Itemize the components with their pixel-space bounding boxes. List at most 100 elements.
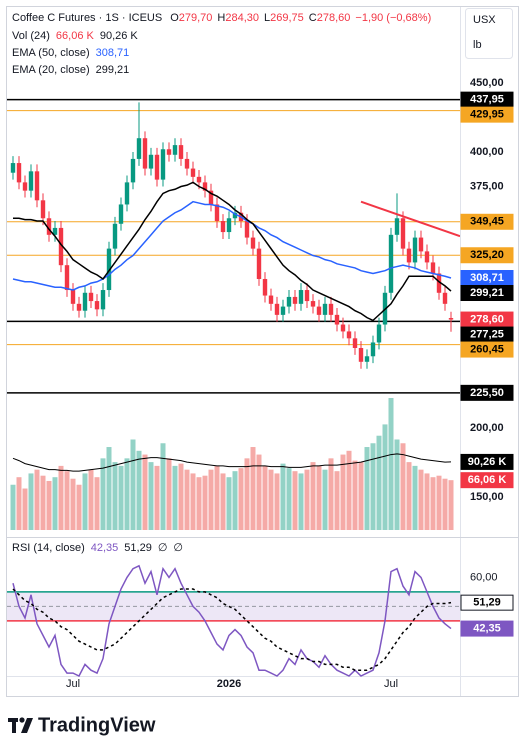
legend-text: L	[264, 12, 270, 24]
candle-body	[442, 292, 448, 304]
volume-bar	[52, 477, 58, 530]
candle-body	[394, 218, 400, 235]
volume-bar	[346, 450, 352, 530]
candle-body	[250, 237, 256, 249]
volume-bar	[376, 435, 382, 530]
candle-body	[298, 290, 304, 304]
candle-body	[22, 182, 28, 191]
volume-bar	[406, 462, 412, 530]
candle-body	[202, 182, 208, 191]
candle-body	[262, 278, 268, 296]
axis-value-label: 278,60	[470, 313, 504, 325]
volume-bar	[400, 443, 406, 530]
volume-bar	[100, 458, 106, 530]
legend-text: 299,21	[96, 64, 130, 76]
volume-bar	[214, 465, 220, 530]
candle-body	[70, 290, 76, 304]
volume-bar	[334, 471, 340, 530]
candle-body	[160, 149, 166, 180]
candle-body	[112, 223, 118, 249]
volume-bar	[166, 458, 172, 530]
x-tick-label: Jul	[66, 678, 80, 690]
volume-bar	[394, 439, 400, 530]
legend-text: 90,26 K	[100, 30, 139, 42]
candle-body	[58, 227, 64, 266]
candle-body	[166, 149, 172, 155]
axis-value-box	[460, 620, 514, 637]
legend-text: 278,60	[317, 12, 351, 24]
legend-text: 66,06 K	[56, 30, 95, 42]
legend-text: ∅	[158, 542, 168, 554]
unit-box[interactable]	[465, 8, 513, 59]
volume-bar	[118, 465, 124, 530]
volume-bar	[172, 465, 178, 530]
candle-body	[352, 338, 358, 348]
candle-body	[232, 212, 238, 219]
legend-text: −1,90 (−0,68%)	[355, 12, 431, 24]
axis-value-box	[460, 594, 514, 611]
volume-bar	[358, 462, 364, 530]
legend-text: C	[309, 12, 317, 24]
legend-text: H	[217, 12, 225, 24]
ema-line	[13, 181, 452, 322]
volume-bar	[10, 484, 16, 530]
candle-body	[310, 301, 316, 307]
legend-text: O	[170, 12, 179, 24]
volume-bar	[220, 473, 226, 530]
volume-bar	[430, 477, 436, 530]
volume-bar	[232, 471, 238, 530]
candle-body	[334, 314, 340, 325]
candle-body	[256, 248, 262, 279]
candle-body	[88, 292, 94, 302]
volume-bar	[46, 480, 52, 530]
candle-body	[436, 273, 442, 293]
volume-bar	[298, 473, 304, 530]
candle-body	[178, 145, 184, 159]
axis-value-label: 260,45	[470, 343, 504, 355]
volume-bar	[58, 465, 64, 530]
currency: USX	[473, 14, 496, 26]
candle-body	[364, 356, 370, 362]
candle-body	[340, 324, 346, 332]
legend-text: 269,75	[270, 12, 304, 24]
candle-body	[10, 163, 16, 173]
volume-bar	[40, 475, 46, 530]
volume-bar	[292, 471, 298, 530]
candle-body	[268, 295, 274, 304]
volume-bar	[244, 458, 250, 530]
candle-body	[106, 248, 112, 291]
candle-body	[430, 262, 436, 274]
axis-value-label: 42,35	[473, 622, 501, 634]
volume-bar	[22, 488, 28, 530]
axis-value-box	[460, 384, 514, 401]
chart-frame	[6, 6, 519, 697]
volume-bar	[274, 473, 280, 530]
volume-bar	[286, 468, 292, 530]
candle-body	[226, 218, 232, 233]
axis-value-box	[460, 341, 514, 358]
overlay: 450,00 400,00 375,00 200,00 150,00 60,00 437,9…	[12, 12, 514, 690]
candle-body	[82, 292, 88, 311]
axis-value-label: 277,25	[470, 328, 504, 340]
volume-bar	[130, 439, 136, 530]
candle-body	[286, 296, 292, 307]
volume-bar	[16, 477, 22, 530]
candle-body	[424, 251, 430, 263]
volume-bar	[178, 463, 184, 530]
volume-bar	[94, 477, 100, 530]
legend-text: EMA (20, close)	[12, 64, 90, 76]
candle-body	[124, 182, 130, 205]
y-tick-label: 200,00	[470, 422, 504, 434]
volume-bar	[76, 484, 82, 530]
candle-body	[16, 163, 22, 183]
y-tick-label: 375,00	[470, 180, 504, 192]
volume-bar	[370, 443, 376, 530]
brand: TradingView	[38, 714, 156, 736]
volume-bar	[250, 447, 256, 530]
volume-bar	[448, 480, 454, 530]
volume-bar	[364, 447, 370, 530]
candle-body	[418, 237, 424, 252]
volume-bar	[82, 473, 88, 530]
volume-ma	[12, 453, 452, 472]
